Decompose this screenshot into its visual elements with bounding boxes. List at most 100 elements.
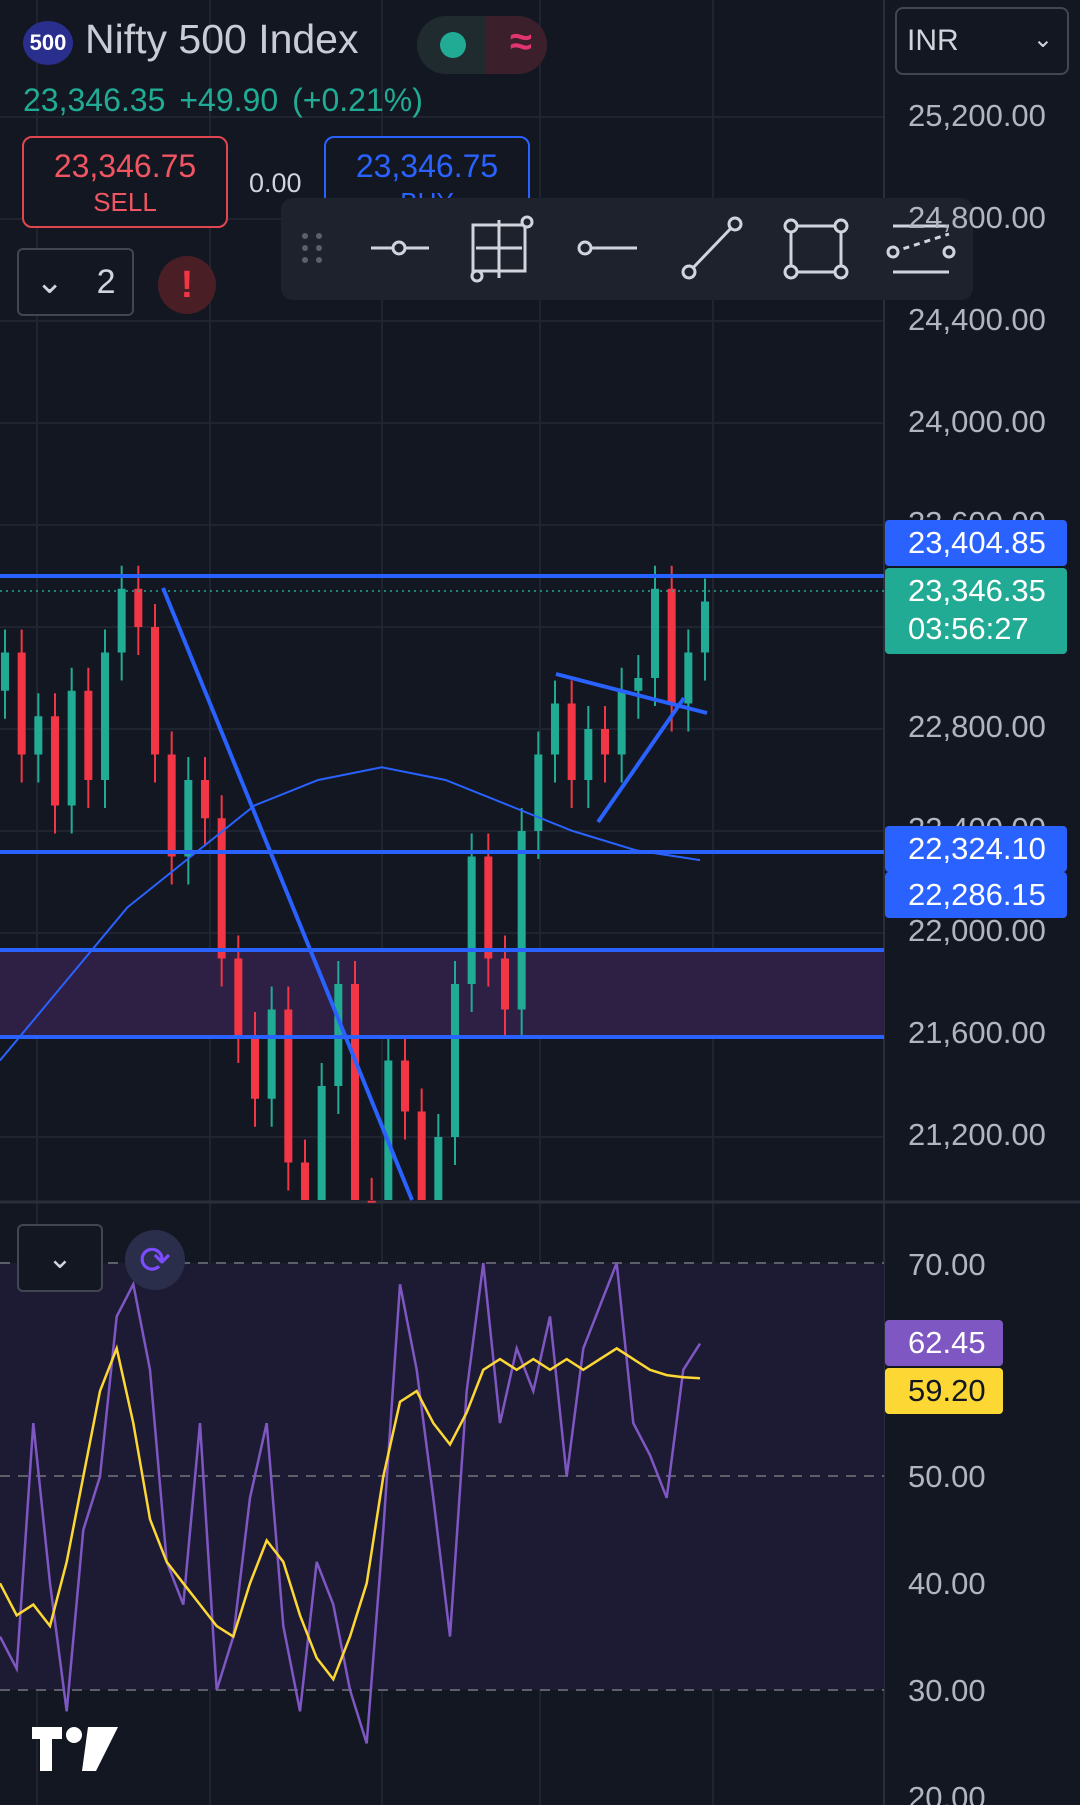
pennant-lower-line[interactable] <box>596 696 686 824</box>
candle-body <box>301 1162 309 1200</box>
candle-body <box>217 818 226 959</box>
axis-label: 24,800.00 <box>908 200 1046 235</box>
candle-body <box>501 958 509 1010</box>
symbol-title[interactable]: Nifty 500 Index <box>85 16 359 62</box>
rsi-ma-line <box>0 1344 701 1682</box>
crosshair-box-icon[interactable] <box>470 215 534 283</box>
bar-countdown: 03:56:27 <box>908 611 1029 646</box>
candle-body <box>234 958 243 1035</box>
pennant-upper-line[interactable] <box>555 672 708 715</box>
buy-price: 23,346.75 <box>355 148 499 184</box>
parallel-channel-icon[interactable] <box>886 224 956 274</box>
ray-icon[interactable] <box>577 240 637 256</box>
sync-icon[interactable]: ⟳ <box>125 1230 185 1290</box>
axis-label: 21,600.00 <box>908 1015 1046 1050</box>
axis-label: 50.00 <box>908 1459 986 1494</box>
axis-label: 22,000.00 <box>908 913 1046 948</box>
ma-tag: 22,286.15 <box>885 872 1067 918</box>
candlestick-series <box>1 565 709 1203</box>
currency-select[interactable]: INR ⌄ <box>895 7 1069 75</box>
candle-body <box>534 754 543 831</box>
trend-line-icon[interactable] <box>681 216 743 280</box>
support-zone <box>0 950 884 1037</box>
candle-body <box>67 690 76 806</box>
sell-price: 23,346.75 <box>53 148 197 184</box>
green-dot-icon <box>440 32 466 58</box>
price-summary: 23,346.35 +49.90 (+0.21%) <box>23 82 437 119</box>
candle-body <box>634 678 643 691</box>
candle-body <box>101 652 109 780</box>
axis-label: 25,200.00 <box>908 98 1046 133</box>
indicator-collapse-button[interactable]: ⌄ <box>17 1224 103 1292</box>
candle-body <box>317 1086 326 1200</box>
candle-body <box>434 1137 443 1200</box>
symbol-badge[interactable]: 500 <box>23 21 73 65</box>
last-price: 23,346.35 <box>23 82 166 118</box>
candle-body <box>17 652 26 755</box>
price-change: +49.90 <box>179 82 279 118</box>
rsi-value-tag: 62.45 <box>885 1320 1003 1366</box>
collapse-panes-button[interactable]: ⌄ 2 <box>17 248 134 316</box>
axis-label: 24,400.00 <box>908 302 1046 337</box>
rsi-ma-value-tag: 59.20 <box>885 1368 1003 1414</box>
candle-body <box>184 780 193 857</box>
candle-body <box>684 652 693 704</box>
candle-body <box>467 856 476 984</box>
price-change-pct: (+0.21%) <box>292 82 423 118</box>
candle-body <box>201 780 209 819</box>
chevron-down-icon: ⌄ <box>47 1241 73 1275</box>
axis-label: 30.00 <box>908 1673 986 1708</box>
level-tag-mid[interactable]: 22,324.10 <box>885 826 1067 872</box>
axis-label: 20.00 <box>908 1780 986 1805</box>
currency-value: INR <box>907 24 959 57</box>
candle-body <box>517 831 526 1010</box>
drag-handle-icon[interactable] <box>302 233 322 263</box>
candle-body <box>601 729 609 755</box>
sell-button[interactable]: 23,346.75 SELL <box>22 136 228 228</box>
moving-average-line <box>0 766 701 1062</box>
downtrend-line[interactable] <box>161 587 414 1201</box>
chevron-down-icon: ⌄ <box>35 263 64 301</box>
candle-body <box>267 1009 276 1099</box>
candle-body <box>551 703 559 755</box>
candle-body <box>151 627 159 755</box>
axis-label: 40.00 <box>908 1566 986 1601</box>
candle-body <box>651 588 659 678</box>
axis-label: 22,800.00 <box>908 709 1046 744</box>
candle-body <box>451 984 459 1137</box>
candle-body <box>117 588 126 653</box>
spread-value: 0.00 <box>249 168 302 198</box>
alert-icon[interactable]: ! <box>158 256 216 314</box>
tradingview-logo <box>32 1727 118 1771</box>
axis-label: 70.00 <box>908 1247 986 1282</box>
current-price-value: 23,346.35 <box>908 573 1046 608</box>
candle-body <box>251 1035 259 1099</box>
candle-body <box>34 716 43 755</box>
level-tag-top[interactable]: 23,404.85 <box>885 520 1067 566</box>
candle-body <box>351 984 359 1200</box>
status-pill[interactable]: ≈ <box>417 16 547 74</box>
candle-body <box>667 588 676 704</box>
candle-body <box>51 716 59 806</box>
candle-body <box>484 856 493 959</box>
candle-body <box>284 1009 293 1163</box>
axis-label: 21,200.00 <box>908 1117 1046 1152</box>
candle-body <box>84 690 93 780</box>
collapsed-count: 2 <box>96 262 116 301</box>
rectangle-icon[interactable] <box>783 218 849 280</box>
candle-body <box>367 1200 376 1203</box>
candle-body <box>134 588 143 627</box>
realtime-pill-half <box>485 16 547 74</box>
current-price-tag: 23,346.35 03:56:27 <box>885 568 1067 654</box>
horizontal-ray-icon[interactable] <box>371 240 429 256</box>
wave-icon: ≈ <box>510 20 532 64</box>
candle-body <box>417 1111 426 1200</box>
chevron-down-icon: ⌄ <box>1032 26 1053 53</box>
candle-body <box>701 601 709 653</box>
candle-body <box>567 703 576 780</box>
candle-body <box>167 754 176 857</box>
rsi-line <box>0 1262 702 1744</box>
candle-body <box>384 1060 393 1200</box>
candle-body <box>1 652 9 691</box>
candle-body <box>401 1060 409 1112</box>
